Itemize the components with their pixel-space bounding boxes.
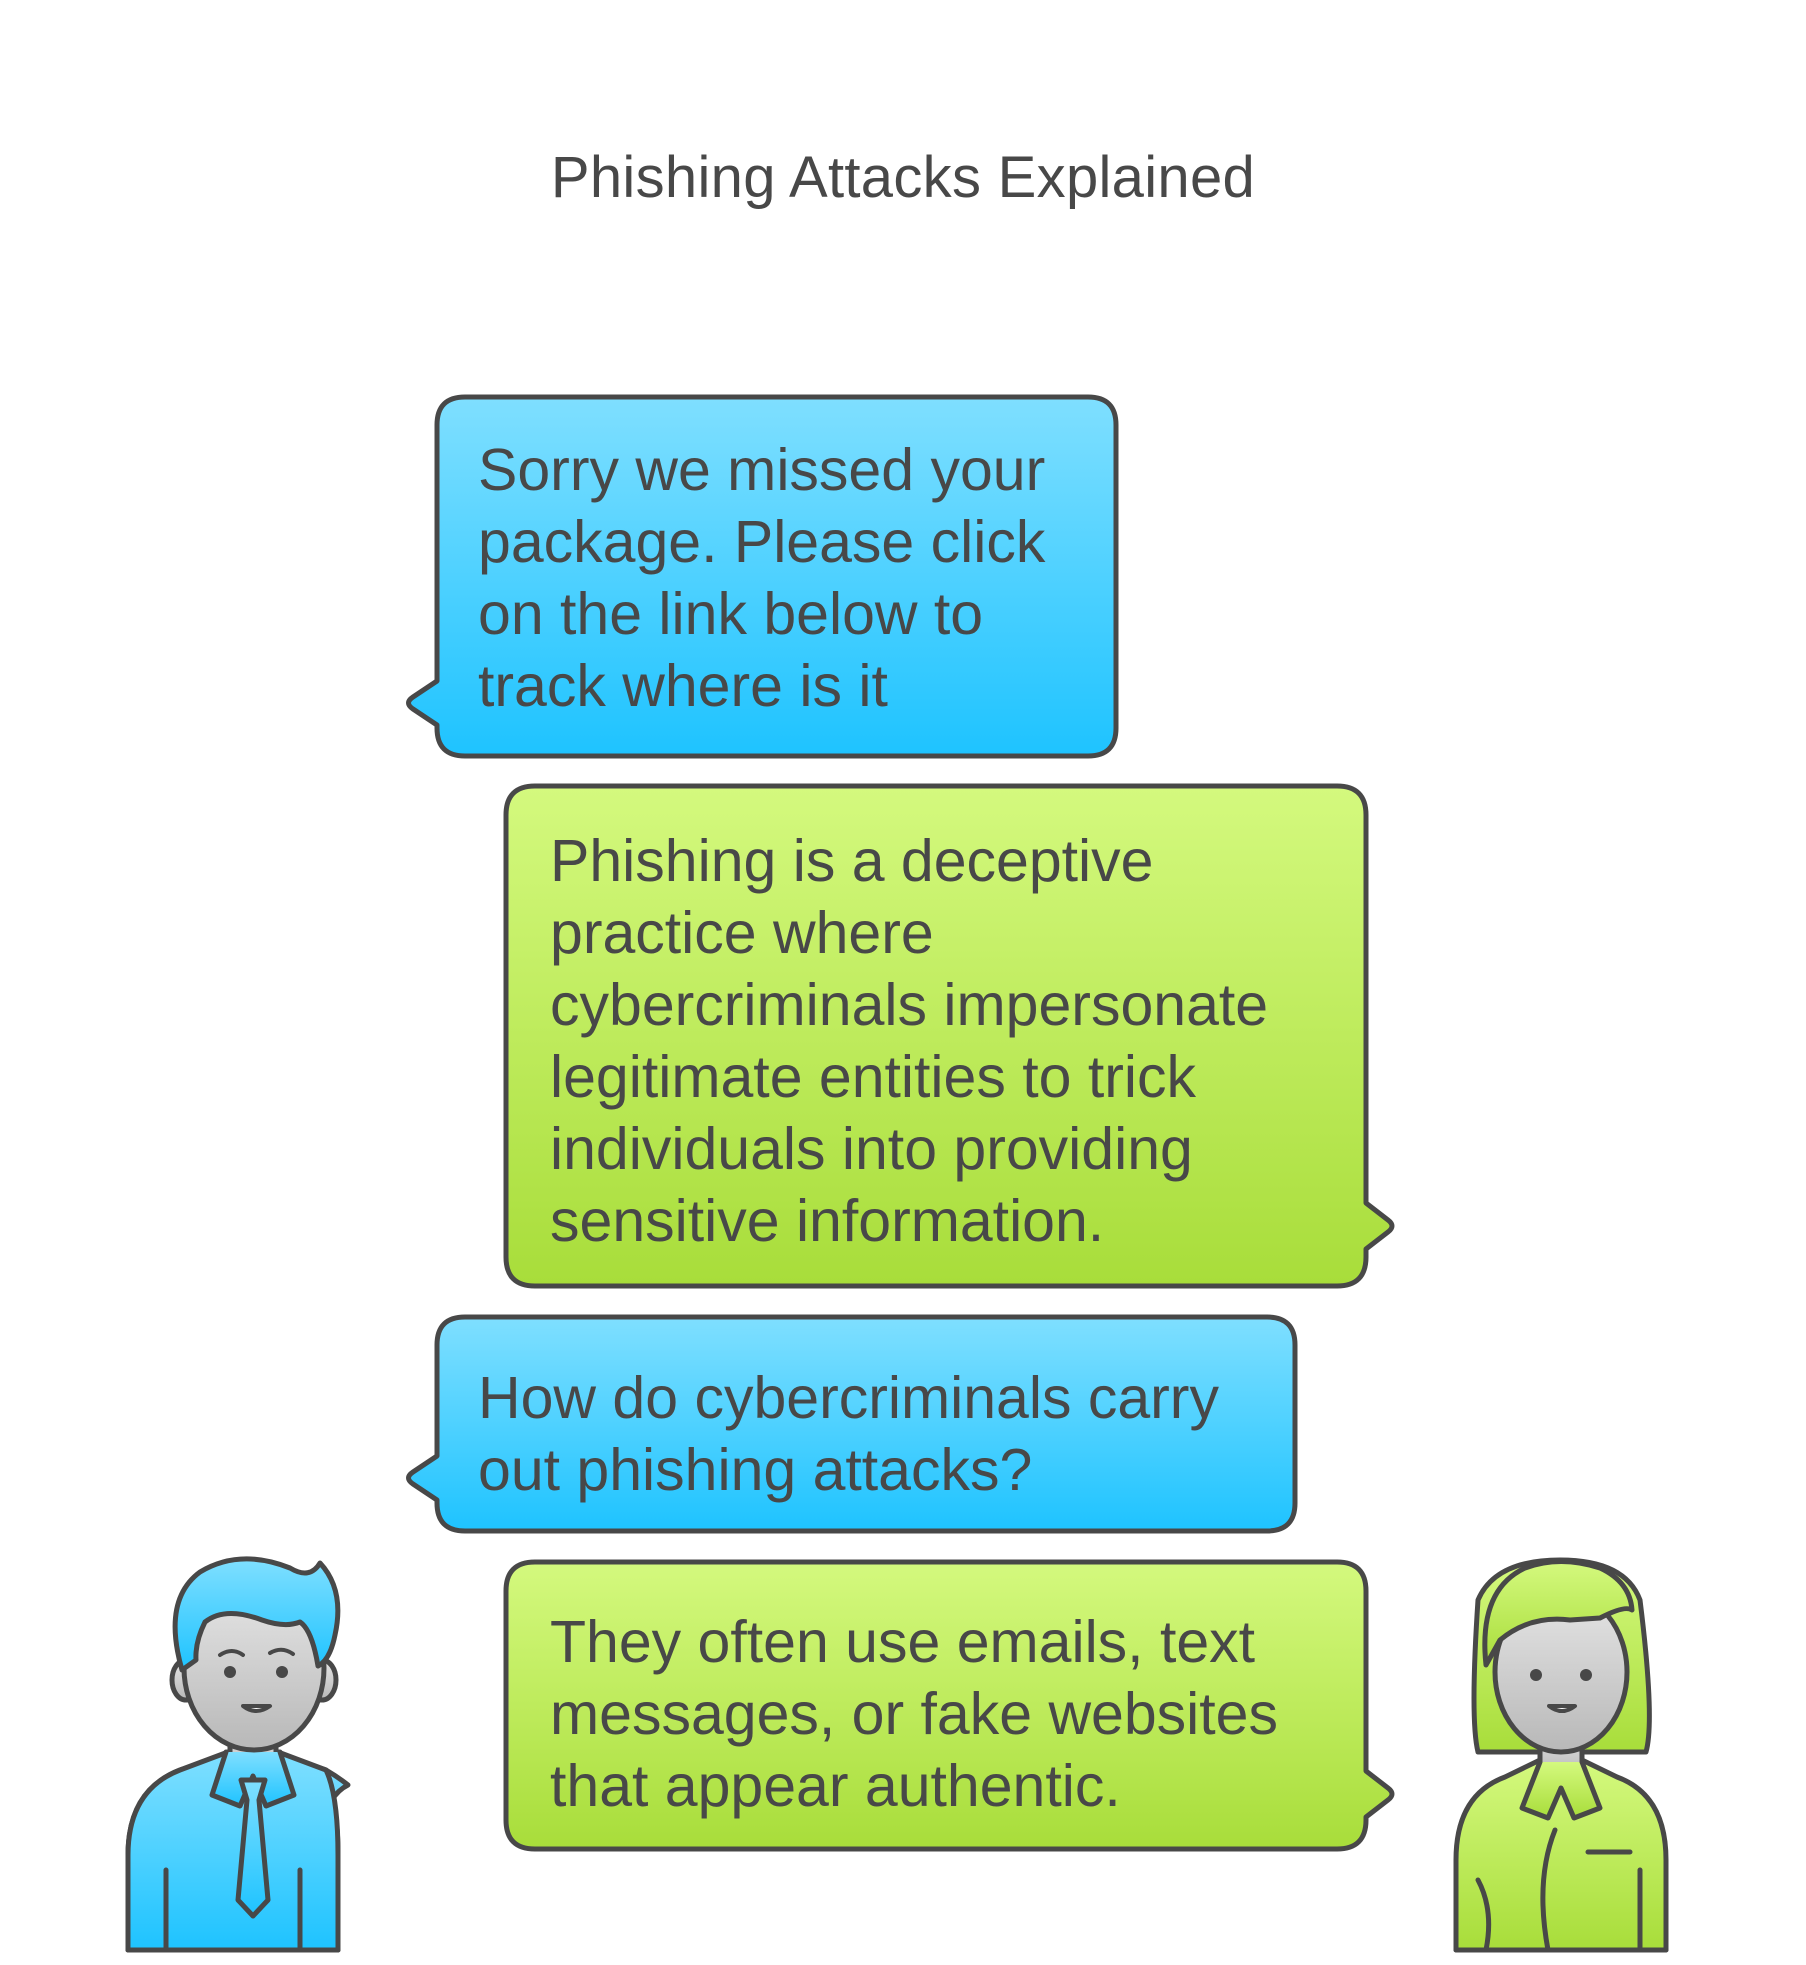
- message-2-text: Phishing is a deceptive practice where c…: [550, 828, 1269, 1254]
- message-1-text: Sorry we missed your package. Please cli…: [478, 437, 1046, 719]
- woman-collar: [1519, 1759, 1603, 1821]
- man-collar: [209, 1749, 297, 1809]
- message-4-text: They often use emails, text messages, or…: [550, 1609, 1278, 1819]
- man-avatar-icon: [125, 1556, 351, 1953]
- woman-bangs: [1482, 1559, 1635, 1668]
- speech-bubble-3: [406, 1314, 1298, 1534]
- speech-bubble-1: [406, 394, 1119, 759]
- speech-bubble-2: [503, 783, 1395, 1289]
- message-3-text: How do cybercriminals carry out phishing…: [478, 1365, 1219, 1503]
- man-hair: [172, 1556, 341, 1673]
- woman-avatar-icon: [1453, 1557, 1669, 1953]
- man-tie: [235, 1777, 271, 1919]
- speech-bubble-4: [503, 1559, 1395, 1852]
- diagram-title: Phishing Attacks Explained: [550, 145, 1256, 210]
